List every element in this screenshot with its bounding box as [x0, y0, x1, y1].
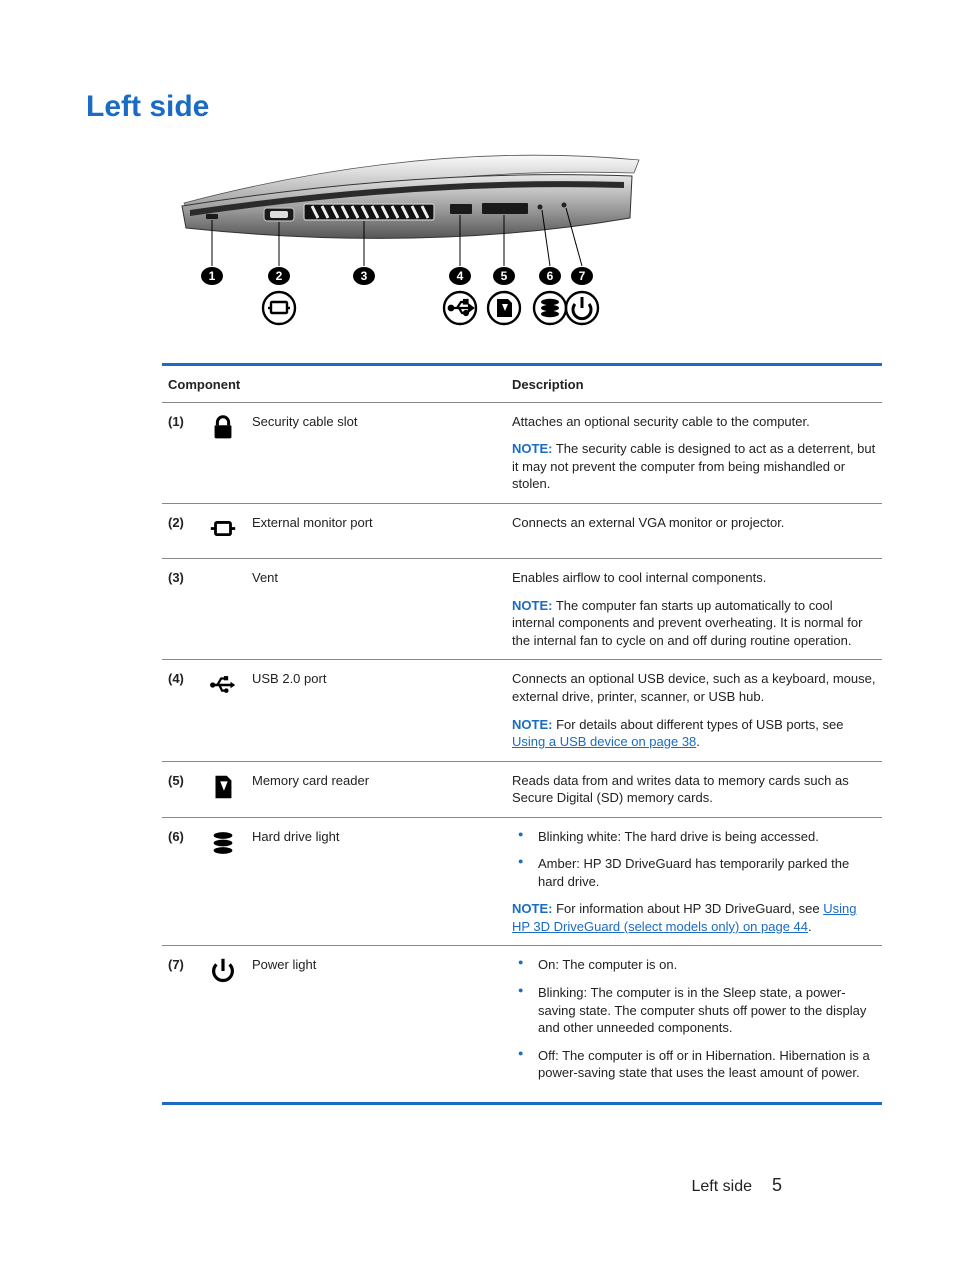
svg-text:1: 1	[209, 269, 216, 283]
svg-text:6: 6	[547, 269, 554, 283]
description-bullet: Amber: HP 3D DriveGuard has temporarily …	[538, 855, 876, 890]
table-row: (7) Power light On: The computer is on. Bli…	[162, 946, 882, 1103]
component-description: Attaches an optional security cable to t…	[506, 402, 882, 503]
lock-icon	[208, 413, 238, 443]
table-row: (2) External monitor port Connects an exte…	[162, 503, 882, 559]
component-icon-cell	[200, 402, 246, 503]
svg-text:5: 5	[501, 269, 508, 283]
component-name: External monitor port	[246, 503, 506, 559]
svg-text:7: 7	[579, 269, 586, 283]
note-text-pre: For information about HP 3D DriveGuard, …	[556, 901, 823, 916]
footer-section-label: Left side	[692, 1178, 752, 1196]
header-component: Component	[162, 365, 506, 403]
component-name: USB 2.0 port	[246, 660, 506, 761]
description-text: Reads data from and writes data to memor…	[512, 772, 876, 807]
usb-icon	[208, 670, 238, 700]
description-note: NOTE: For information about HP 3D DriveG…	[512, 900, 876, 935]
component-icon-cell	[200, 946, 246, 1103]
note-text-pre: For details about different types of USB…	[556, 717, 843, 732]
note-text: The computer fan starts up automatically…	[512, 598, 862, 648]
note-label: NOTE:	[512, 441, 552, 456]
component-name: Power light	[246, 946, 506, 1103]
components-table: Component Description (1) Security cable …	[162, 363, 882, 1105]
component-number: (1)	[162, 402, 200, 503]
description-text: Connects an optional USB device, such as…	[512, 670, 876, 705]
component-icon-cell	[200, 559, 246, 660]
footer-page-number: 5	[772, 1175, 782, 1196]
note-text: The security cable is designed to act as…	[512, 441, 875, 491]
description-bullet: Blinking white: The hard drive is being …	[538, 828, 876, 846]
note-label: NOTE:	[512, 598, 552, 613]
description-note: NOTE: For details about different types …	[512, 716, 876, 751]
component-number: (6)	[162, 817, 200, 946]
page-footer: Left side 5	[86, 1175, 782, 1196]
svg-text:3: 3	[361, 269, 368, 283]
svg-text:4: 4	[457, 269, 464, 283]
component-number: (4)	[162, 660, 200, 761]
description-bullet: Off: The computer is off or in Hibernati…	[538, 1047, 876, 1082]
description-note: NOTE: The security cable is designed to …	[512, 440, 876, 493]
component-icon-cell	[200, 817, 246, 946]
note-link[interactable]: Using a USB device on page 38	[512, 734, 696, 749]
description-text: Attaches an optional security cable to t…	[512, 413, 876, 431]
component-description: Enables airflow to cool internal compone…	[506, 559, 882, 660]
component-name: Vent	[246, 559, 506, 660]
table-row: (5) Memory card readerReads data from and…	[162, 761, 882, 817]
table-row: (4) USB 2.0 portConnects an optional USB …	[162, 660, 882, 761]
component-description: On: The computer is on. Blinking: The com…	[506, 946, 882, 1103]
note-text-post: .	[808, 919, 812, 934]
component-description: Connects an external VGA monitor or proj…	[506, 503, 882, 559]
laptop-left-side-diagram: 1 2 3 4 5 6 7	[164, 148, 644, 348]
component-number: (3)	[162, 559, 200, 660]
component-name: Hard drive light	[246, 817, 506, 946]
note-text-post: .	[696, 734, 700, 749]
header-description: Description	[506, 365, 882, 403]
description-text: Connects an external VGA monitor or proj…	[512, 514, 876, 532]
component-icon-cell	[200, 660, 246, 761]
component-number: (5)	[162, 761, 200, 817]
description-note: NOTE: The computer fan starts up automat…	[512, 597, 876, 650]
monitor-port-icon	[208, 514, 238, 544]
component-icon-cell	[200, 761, 246, 817]
component-number: (2)	[162, 503, 200, 559]
description-bullet: On: The computer is on.	[538, 956, 876, 974]
component-icon-cell	[200, 503, 246, 559]
page-heading: Left side	[86, 90, 868, 124]
table-row: (1) Security cable slot Attaches an option…	[162, 402, 882, 503]
component-description: Connects an optional USB device, such as…	[506, 660, 882, 761]
description-bullet-list: Blinking white: The hard drive is being …	[512, 828, 876, 891]
description-text: Enables airflow to cool internal compone…	[512, 569, 876, 587]
component-name: Memory card reader	[246, 761, 506, 817]
note-label: NOTE:	[512, 901, 552, 916]
power-icon	[208, 956, 238, 986]
description-bullet: Blinking: The computer is in the Sleep s…	[538, 984, 876, 1037]
table-row: (3) Vent Enables airflow to cool internal …	[162, 559, 882, 660]
description-bullet-list: On: The computer is on. Blinking: The com…	[512, 956, 876, 1081]
memory-card-icon	[208, 772, 238, 802]
hard-drive-icon	[208, 828, 238, 858]
component-description: Reads data from and writes data to memor…	[506, 761, 882, 817]
note-label: NOTE:	[512, 717, 552, 732]
component-name: Security cable slot	[246, 402, 506, 503]
component-description: Blinking white: The hard drive is being …	[506, 817, 882, 946]
component-number: (7)	[162, 946, 200, 1103]
svg-text:2: 2	[276, 269, 283, 283]
table-row: (6) Hard drive light Blinking white: The h…	[162, 817, 882, 946]
